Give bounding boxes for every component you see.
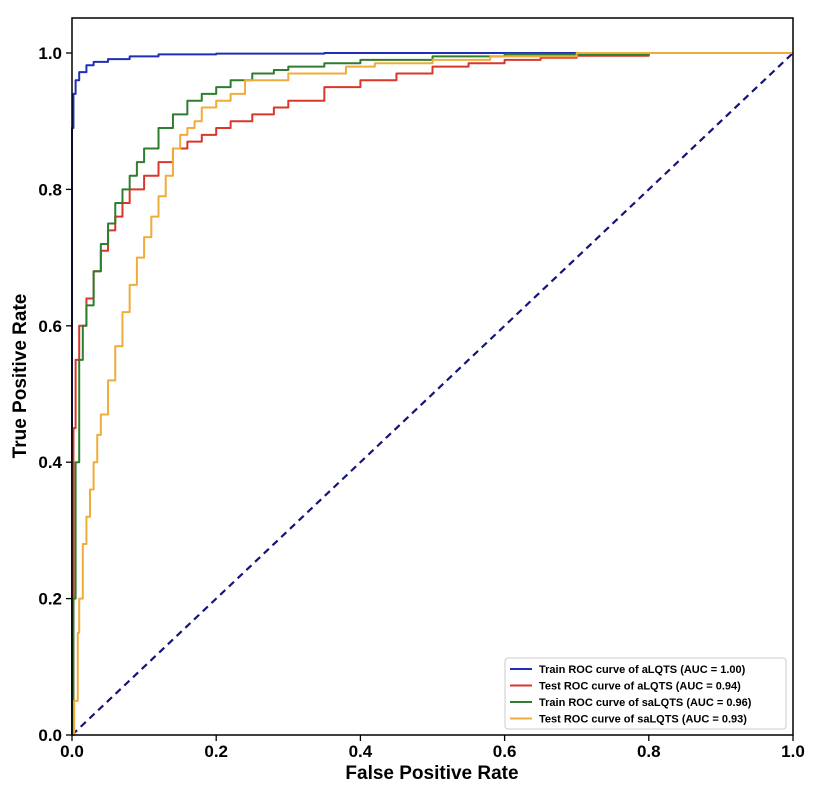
- legend-box: [504, 657, 787, 730]
- x-tick-label: 1.0: [781, 742, 805, 761]
- y-tick-label: 0.8: [38, 180, 62, 199]
- y-tick-label: 0.6: [38, 317, 62, 336]
- x-tick-label: 0.8: [637, 742, 661, 761]
- curves-layer: [71, 52, 794, 736]
- legend: Train ROC curve of aLQTS (AUC = 1.00) Tes…: [504, 657, 787, 730]
- x-tick-label: 0.4: [349, 742, 373, 761]
- plot-frame: [71, 17, 794, 736]
- legend-label: Train ROC curve of aLQTS (AUC = 1.00): [539, 664, 746, 676]
- x-tick-label: 0.6: [493, 742, 517, 761]
- chance-diagonal-line: [71, 52, 794, 736]
- roc-series-line-train-roc-curve-of-salqts-auc-0-96: [72, 52, 793, 736]
- x-tick-label: 0.2: [204, 742, 228, 761]
- x-axis-label: False Positive Rate: [345, 763, 518, 784]
- y-tick-label: 1.0: [38, 44, 62, 63]
- roc-series-line-train-roc-curve-of-alqts-auc-1-00: [71, 52, 793, 735]
- y-tick-label: 0.4: [38, 453, 62, 472]
- y-axis-label: True Positive Rate: [10, 294, 31, 459]
- legend-label: Train ROC curve of saLQTS (AUC = 0.96): [539, 697, 752, 709]
- ticks-layer: 0.0 0.2 0.4 0.6 0.8 1.0 0.0 0.2 0.4 0.6 0.8 1.0: [38, 44, 804, 761]
- x-tick-label: 0.0: [60, 742, 84, 761]
- legend-label: Test ROC curve of aLQTS (AUC = 0.94): [539, 681, 741, 693]
- y-tick-label: 0.0: [38, 726, 62, 745]
- y-tick-label: 0.2: [38, 590, 62, 609]
- roc-series-line-test-roc-curve-of-salqts-auc-0-93: [72, 52, 793, 736]
- legend-label: Test ROC curve of saLQTS (AUC = 0.93): [539, 714, 747, 726]
